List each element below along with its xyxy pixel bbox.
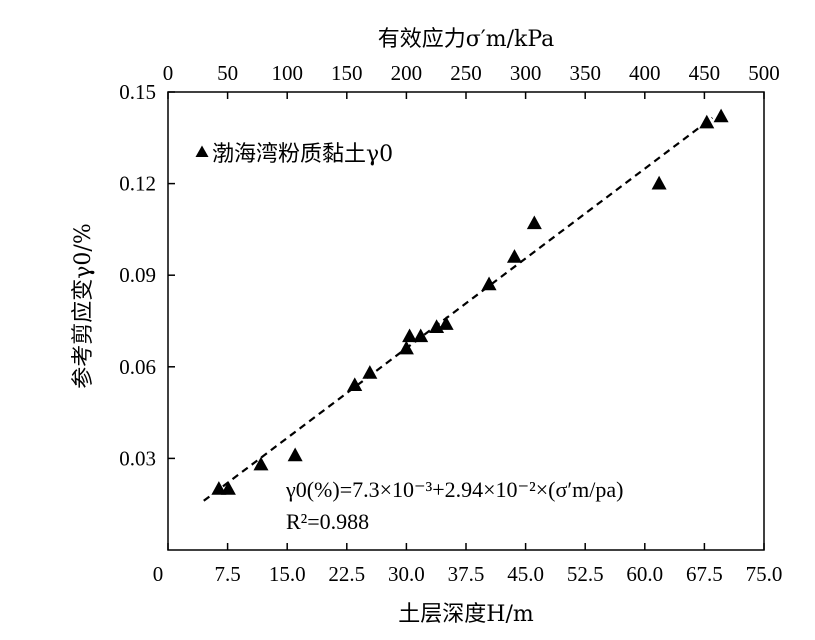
- data-point: [211, 481, 227, 495]
- x-tick-label: 52.5: [567, 562, 604, 586]
- y-axis-title: 参考剪应变γ0/%: [71, 223, 96, 388]
- y-tick-label: 0.06: [119, 355, 156, 379]
- data-point: [287, 447, 303, 462]
- x-axis-title: 土层深度H/m: [398, 602, 534, 627]
- top-x-tick-label: 350: [569, 61, 601, 85]
- data-point: [506, 249, 522, 263]
- top-x-tick-label: 150: [331, 61, 363, 85]
- data-points: [211, 108, 729, 495]
- top-x-tick-label: 300: [510, 61, 542, 85]
- y-tick-label: 0.03: [119, 446, 156, 470]
- top-x-tick-label: 200: [391, 61, 423, 85]
- top-x-axis: 0 50 100 150 200 250 300 350 400 450 500: [163, 61, 780, 99]
- x-tick-label: 15.0: [269, 562, 306, 586]
- top-x-tick-label: 50: [217, 61, 238, 85]
- data-point: [402, 328, 418, 343]
- data-point: [438, 316, 454, 330]
- data-point: [481, 276, 497, 291]
- top-x-tick-label: 400: [629, 61, 661, 85]
- x-tick-label: 67.5: [686, 562, 723, 586]
- x-tick-label: 45.0: [507, 562, 544, 586]
- x-axis: 0 7.5 15.0 22.5 30.0 37.5 45.0 52.5 60.0 67.5 75.0: [153, 543, 783, 586]
- data-point: [253, 456, 269, 471]
- data-point: [398, 340, 414, 355]
- x-tick-label: 37.5: [448, 562, 485, 586]
- x-tick-label: 7.5: [214, 562, 240, 586]
- data-point: [699, 114, 715, 129]
- y-tick-label: 0.15: [119, 80, 156, 104]
- top-x-tick-label: 0: [163, 61, 174, 85]
- x-tick-label: 75.0: [746, 562, 783, 586]
- x-tick-label: 60.0: [626, 562, 663, 586]
- legend-label: 渤海湾粉质黏土γ0: [212, 142, 393, 167]
- r-squared: R²=0.988: [286, 509, 369, 534]
- data-point: [347, 377, 363, 391]
- top-x-tick-label: 500: [748, 61, 780, 85]
- x-tick-label: 30.0: [388, 562, 425, 586]
- x-tick-label: 0: [153, 562, 164, 586]
- legend-marker: [195, 145, 209, 157]
- fit-equation: γ0(%)=7.3×10⁻³+2.94×10⁻²×(σ′m/pa): [285, 477, 623, 502]
- fit-line: [203, 116, 714, 502]
- data-point: [362, 365, 378, 379]
- data-point: [651, 175, 667, 190]
- y-tick-label: 0.12: [119, 172, 156, 196]
- data-point: [413, 328, 429, 343]
- top-x-tick-label: 450: [689, 61, 721, 85]
- top-x-tick-label: 100: [271, 61, 303, 85]
- data-point: [220, 481, 236, 495]
- data-point: [713, 108, 729, 123]
- top-x-axis-title: 有效应力σ′m/kPa: [378, 27, 555, 52]
- x-tick-label: 22.5: [328, 562, 365, 586]
- y-axis: 0.03 0.06 0.09 0.12 0.15: [119, 80, 175, 470]
- top-x-tick-label: 250: [450, 61, 482, 85]
- data-point: [526, 215, 542, 230]
- y-tick-label: 0.09: [119, 263, 156, 287]
